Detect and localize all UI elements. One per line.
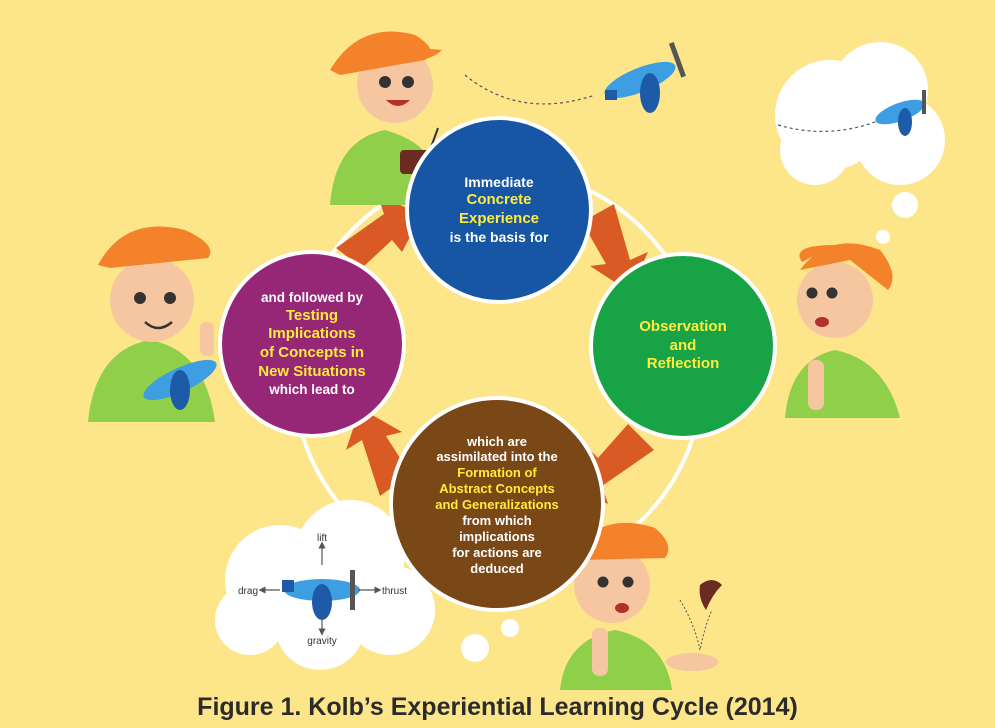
- arrow-testing-to-experience: [336, 196, 422, 268]
- falling-leaf-icon: [679, 580, 722, 651]
- abstract-line-9: deduced: [470, 560, 524, 576]
- testing-line-1: and followed by: [260, 289, 363, 305]
- testing-line-2: Testing: [285, 306, 339, 324]
- abstract-line-5: and Generalizations: [435, 497, 559, 513]
- testing-line-3: Implications: [268, 325, 356, 343]
- concrete-experience-text: Immediate Concrete Experience is the bas…: [425, 150, 573, 270]
- abstract-conceptualization-circle: [389, 396, 605, 612]
- concrete-line-3: Experience: [458, 210, 540, 227]
- testing-line-5: New Situations: [258, 362, 366, 380]
- testing-line-4: of Concepts in: [259, 344, 365, 361]
- force-label-gravity: gravity: [307, 636, 336, 647]
- abstract-line-1: which are: [467, 433, 527, 449]
- thinking-boy-icon: [785, 243, 900, 418]
- forces-cloud-icon: lift gravity drag thrust: [215, 500, 519, 670]
- figure-caption: Figure 1. Kolb’s Experiential Learning C…: [197, 693, 798, 721]
- reflection-line-1: Observation: [639, 317, 727, 335]
- force-label-drag: drag: [238, 586, 258, 597]
- reflective-observation-circle: [589, 252, 777, 440]
- reflection-line-2: and: [669, 336, 697, 354]
- abstract-line-2: assimilated into the: [436, 449, 558, 465]
- testing-line-6: which lead to: [269, 381, 355, 397]
- thought-cloud-plane-icon: [775, 42, 945, 244]
- concrete-experience-circle: [405, 116, 593, 304]
- abstract-line-3: Formation of: [457, 465, 537, 481]
- abstract-line-6: from which: [462, 512, 532, 528]
- force-label-thrust: thrust: [382, 586, 407, 597]
- abstract-line-4: Abstract Concepts: [439, 481, 555, 497]
- boy-with-leaf-icon: [560, 522, 718, 690]
- force-label-lift: lift: [317, 533, 327, 544]
- concrete-line-2: Concrete: [466, 191, 532, 209]
- active-experimentation-circle: [218, 250, 406, 438]
- reflective-observation-text: Observation and Reflection: [609, 296, 757, 396]
- active-experimentation-text: and followed by Testing Implications of …: [232, 272, 392, 416]
- reflection-line-3: Reflection: [646, 355, 720, 373]
- concrete-line-4: is the basis for: [449, 228, 549, 245]
- flying-plane-icon: [464, 42, 686, 113]
- abstract-line-7: implications: [459, 528, 535, 544]
- concrete-line-1: Immediate: [464, 173, 534, 190]
- boy-holding-plane-icon: [88, 226, 217, 422]
- abstract-conceptualization-text: which are assimilated into the Formation…: [417, 408, 577, 602]
- abstract-line-8: for actions are: [452, 544, 542, 560]
